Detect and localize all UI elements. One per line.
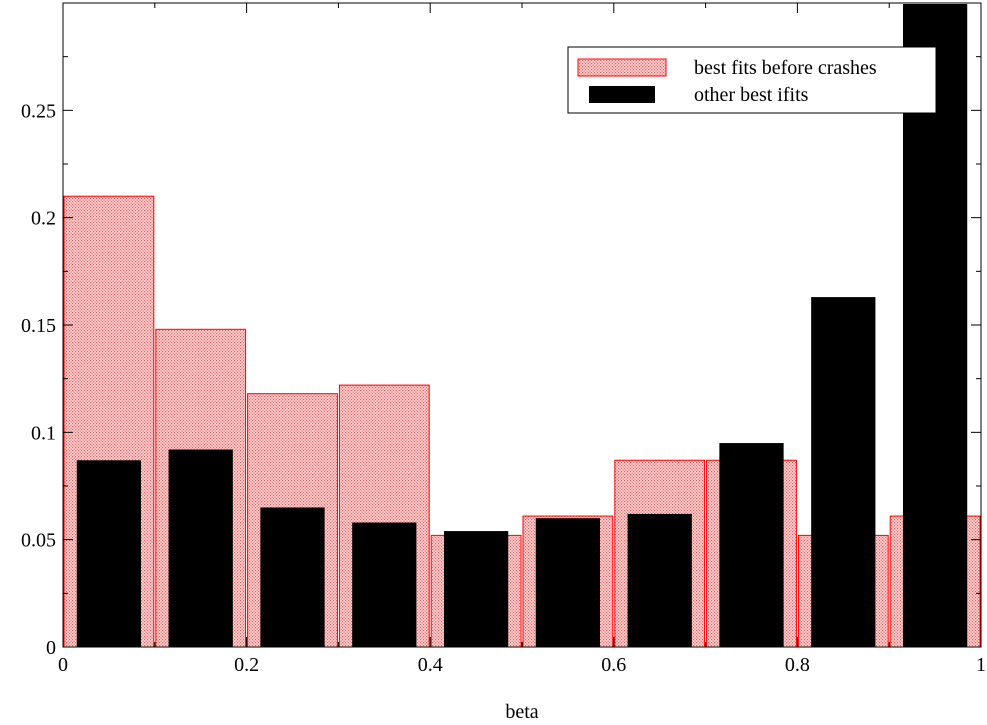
y-tick-label: 0 <box>46 637 56 659</box>
x-tick-label: 0.6 <box>601 654 626 676</box>
x-tick-label: 1 <box>976 654 986 676</box>
x-axis: 0 0.2 0.4 0.6 0.8 1 <box>58 3 986 676</box>
y-tick-label: 0.2 <box>31 208 56 230</box>
y-tick-label: 0.1 <box>31 422 56 444</box>
legend-entry-red: best fits before crashes <box>694 57 877 79</box>
bar-black-3 <box>352 522 417 647</box>
x-tick-label: 0.8 <box>785 654 810 676</box>
x-tick-label: 0.4 <box>418 654 443 676</box>
y-tick-label: 0.15 <box>21 315 56 337</box>
x-tick-label: 0.2 <box>234 654 259 676</box>
bar-black-6 <box>627 513 692 647</box>
bar-black-8 <box>811 297 876 647</box>
legend-swatch-red <box>577 58 667 77</box>
bar-black-5 <box>535 518 601 647</box>
y-tick-label: 0.25 <box>21 100 56 122</box>
legend-swatch-black <box>589 86 655 103</box>
y-axis: 0 0.05 0.1 0.15 0.2 0.25 <box>21 56 981 659</box>
x-axis-title: beta <box>505 701 538 723</box>
y-tick-label: 0.05 <box>21 530 56 552</box>
legend-entry-black: other best ifits <box>694 84 809 106</box>
bar-black-4 <box>443 531 509 647</box>
bar-black-2 <box>260 507 325 647</box>
bar-black-1 <box>168 449 233 647</box>
series-black-bars <box>76 4 968 647</box>
x-tick-label: 0 <box>58 654 68 676</box>
bar-black-7 <box>719 443 784 647</box>
bar-black-0 <box>76 460 142 647</box>
legend: best fits before crashes other best ifit… <box>567 46 937 114</box>
